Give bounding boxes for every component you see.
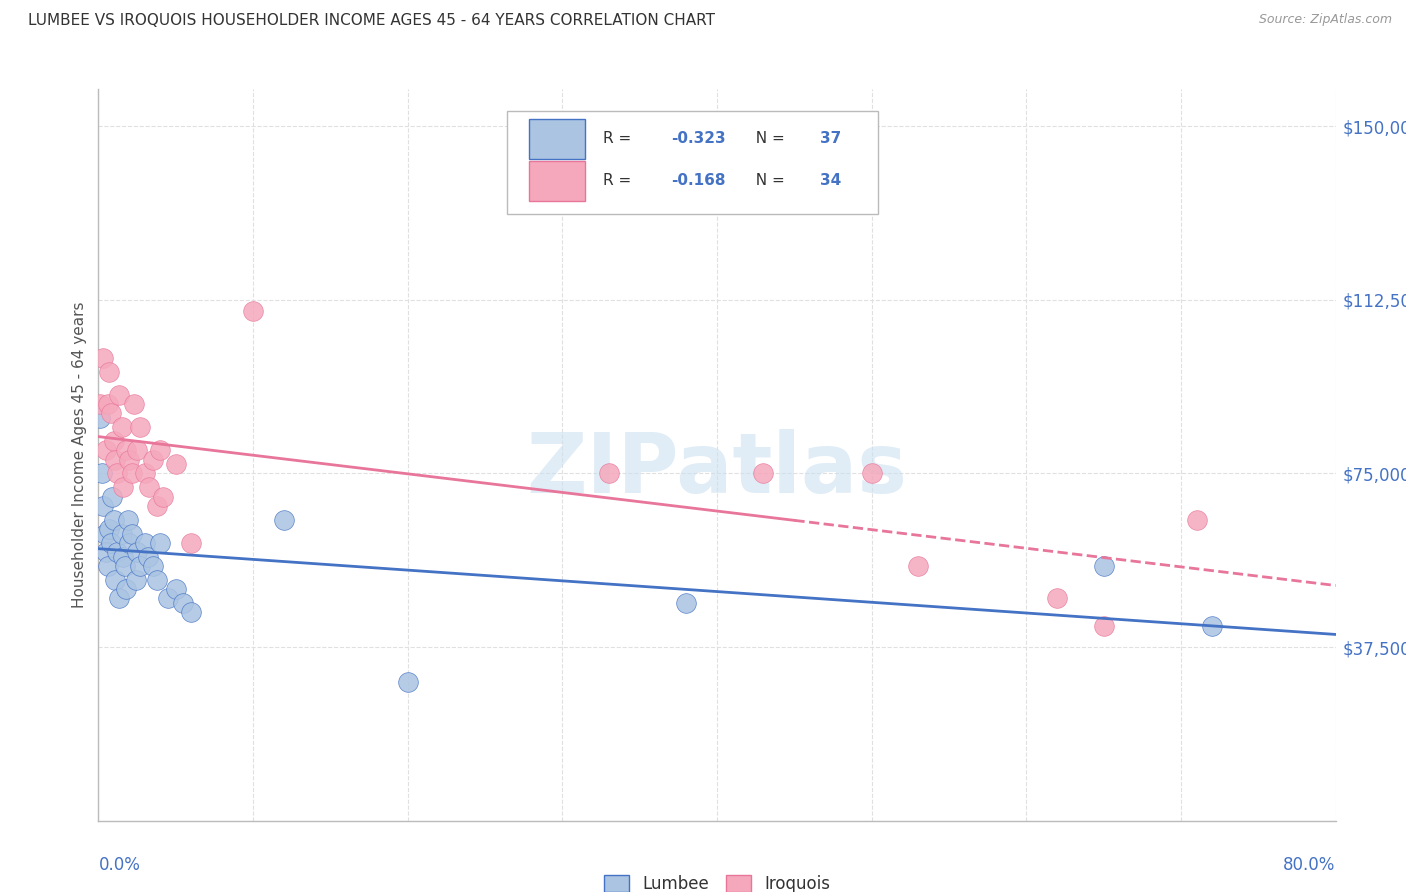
Point — [165, 582, 187, 597]
Y-axis label: Householder Income Ages 45 - 64 years: Householder Income Ages 45 - 64 years — [72, 301, 87, 608]
Point — [115, 582, 138, 597]
Point — [907, 559, 929, 574]
Point — [127, 545, 149, 559]
Text: -0.168: -0.168 — [671, 173, 725, 188]
Point — [89, 397, 111, 411]
Point — [180, 536, 202, 550]
Point — [180, 605, 202, 619]
Point — [122, 397, 145, 411]
Point — [97, 397, 120, 411]
Point — [173, 596, 195, 610]
Point — [98, 365, 121, 379]
Point — [136, 549, 159, 564]
Point — [90, 467, 112, 481]
Point — [142, 559, 165, 574]
FancyBboxPatch shape — [529, 119, 585, 159]
Point — [97, 559, 120, 574]
Point — [860, 467, 883, 481]
Text: N =: N = — [745, 173, 789, 188]
Point — [118, 452, 141, 467]
Point — [91, 351, 114, 365]
Point — [146, 573, 169, 587]
Point — [121, 526, 143, 541]
Point — [101, 490, 124, 504]
Point — [134, 467, 156, 481]
Point — [103, 513, 125, 527]
Text: ZIPatlas: ZIPatlas — [527, 429, 907, 510]
Text: N =: N = — [745, 131, 789, 146]
Point — [105, 545, 128, 559]
Point — [138, 480, 160, 494]
Point — [142, 452, 165, 467]
Point — [127, 443, 149, 458]
Point — [100, 536, 122, 550]
Point — [146, 499, 169, 513]
Point — [104, 452, 127, 467]
FancyBboxPatch shape — [529, 161, 585, 201]
Text: R =: R = — [603, 173, 637, 188]
Point — [124, 573, 146, 587]
Point — [107, 388, 129, 402]
Point — [112, 549, 135, 564]
Text: 37: 37 — [820, 131, 841, 146]
Point — [1046, 591, 1069, 606]
Legend: Lumbee, Iroquois: Lumbee, Iroquois — [598, 869, 837, 892]
Point — [89, 410, 111, 425]
Point — [111, 526, 134, 541]
Point — [96, 443, 118, 458]
Text: 34: 34 — [820, 173, 841, 188]
Point — [157, 591, 180, 606]
Point — [273, 513, 295, 527]
Point — [129, 559, 152, 574]
Text: 80.0%: 80.0% — [1284, 856, 1336, 874]
Point — [752, 467, 775, 481]
Point — [98, 522, 121, 536]
Point — [96, 545, 118, 559]
Point — [117, 513, 139, 527]
Point — [1092, 619, 1115, 633]
Point — [134, 536, 156, 550]
Text: -0.323: -0.323 — [671, 131, 725, 146]
Point — [115, 443, 138, 458]
Text: R =: R = — [603, 131, 637, 146]
Text: Source: ZipAtlas.com: Source: ZipAtlas.com — [1258, 13, 1392, 27]
Text: LUMBEE VS IROQUOIS HOUSEHOLDER INCOME AGES 45 - 64 YEARS CORRELATION CHART: LUMBEE VS IROQUOIS HOUSEHOLDER INCOME AG… — [28, 13, 716, 29]
Point — [1201, 619, 1223, 633]
Point — [152, 490, 174, 504]
Point — [103, 434, 125, 448]
Point — [91, 499, 114, 513]
Point — [1092, 559, 1115, 574]
Point — [675, 596, 697, 610]
Point — [242, 304, 264, 318]
Point — [118, 536, 141, 550]
Point — [149, 536, 172, 550]
Point — [93, 526, 115, 541]
Point — [396, 674, 419, 689]
Point — [149, 443, 172, 458]
Text: 0.0%: 0.0% — [98, 856, 141, 874]
Point — [104, 573, 127, 587]
Point — [129, 420, 152, 434]
FancyBboxPatch shape — [506, 112, 877, 213]
Point — [121, 467, 143, 481]
Point — [107, 591, 129, 606]
Point — [105, 467, 128, 481]
Point — [165, 457, 187, 471]
Point — [114, 559, 136, 574]
Point — [111, 420, 134, 434]
Point — [100, 406, 122, 420]
Point — [112, 480, 135, 494]
Point — [1185, 513, 1208, 527]
Point — [598, 467, 620, 481]
